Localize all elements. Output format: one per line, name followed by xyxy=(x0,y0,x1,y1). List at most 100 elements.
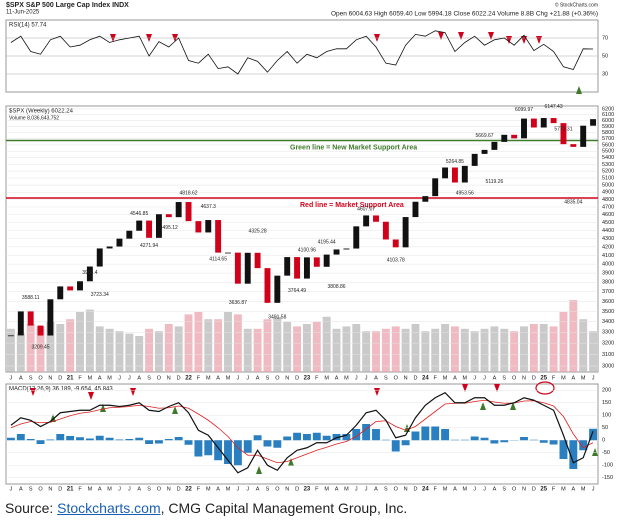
histogram-bar xyxy=(194,440,203,457)
candle xyxy=(215,220,222,253)
red-arrow xyxy=(438,32,444,40)
x-tick-label: O xyxy=(38,375,43,381)
x-tick-label: M xyxy=(324,375,329,381)
volume-bar xyxy=(520,326,528,372)
candle xyxy=(57,286,64,300)
histogram-bar xyxy=(421,426,430,441)
y-tick-label: 5400 xyxy=(602,155,614,161)
x-tick-label: N xyxy=(404,375,408,381)
volume-bar xyxy=(243,328,252,372)
x-tick-label: A xyxy=(335,375,339,381)
histogram-bar xyxy=(214,440,223,461)
source-link[interactable]: Stockcharts.com xyxy=(57,500,161,516)
x-tick-label: 22 xyxy=(185,487,192,493)
candle xyxy=(274,275,281,303)
price-label: 4546.85 xyxy=(130,211,148,217)
volume-bar xyxy=(105,328,114,372)
x-tick-label: A xyxy=(98,375,102,381)
y-tick-label: 70 xyxy=(602,35,608,41)
candle xyxy=(264,268,271,303)
x-tick-label: A xyxy=(493,375,497,381)
candle xyxy=(47,299,54,336)
y-tick-label: 5500 xyxy=(602,149,614,155)
volume-bar xyxy=(421,331,430,372)
volume-bar xyxy=(135,336,144,372)
x-tick-label: J xyxy=(592,375,595,381)
x-tick-label: F xyxy=(78,486,82,492)
x-tick-label: F xyxy=(315,486,319,492)
histogram-bar xyxy=(26,439,35,441)
red-arrow xyxy=(88,392,94,400)
histogram-bar xyxy=(381,439,390,441)
candle xyxy=(136,220,143,231)
volume-bar xyxy=(56,324,65,372)
x-tick-label: J xyxy=(10,375,13,381)
green-arrow xyxy=(592,448,598,456)
x-tick-label: J xyxy=(118,486,121,492)
histogram-bar xyxy=(450,439,459,441)
green-arrow xyxy=(576,86,582,94)
candle xyxy=(432,178,439,197)
volume-bar xyxy=(263,319,272,372)
x-tick-label: S xyxy=(384,486,388,492)
y-tick-label: 5300 xyxy=(602,162,614,168)
x-tick-label: M xyxy=(443,375,448,381)
histogram-bar xyxy=(352,429,361,441)
price-label: 3723.34 xyxy=(91,292,109,298)
volume-bar xyxy=(569,300,578,372)
histogram-bar xyxy=(135,437,144,441)
histogram-bar xyxy=(470,436,479,441)
x-tick-label: S xyxy=(29,375,33,381)
volume-bar xyxy=(589,331,598,372)
volume-bar xyxy=(490,326,499,372)
macd-panel xyxy=(5,383,599,485)
candle xyxy=(491,141,498,150)
histogram-bar xyxy=(589,428,598,441)
x-tick-label: A xyxy=(256,375,260,381)
y-tick-label: 50 xyxy=(602,425,608,431)
candle xyxy=(442,167,449,179)
volume-bar xyxy=(401,328,410,372)
y-tick-label: 5700 xyxy=(602,136,614,142)
volume-bar xyxy=(76,312,84,372)
volume-bar xyxy=(579,319,588,372)
x-tick-label: D xyxy=(532,486,536,492)
x-tick-label: J xyxy=(10,486,13,492)
x-tick-label: A xyxy=(19,375,23,381)
price-label: 5773.31 xyxy=(554,126,572,132)
candle xyxy=(165,214,172,218)
volume-bar xyxy=(460,328,469,372)
volume-bar xyxy=(441,324,450,372)
x-tick-label: M xyxy=(88,486,93,492)
x-tick-label: D xyxy=(58,375,62,381)
candle xyxy=(27,311,34,326)
y-tick-label: 4100 xyxy=(602,253,614,259)
x-tick-label: N xyxy=(48,486,52,492)
x-tick-label: A xyxy=(98,486,102,492)
x-tick-label: N xyxy=(48,375,52,381)
price-label: 4195.44 xyxy=(318,240,336,246)
histogram-bar xyxy=(263,440,272,447)
x-tick-label: O xyxy=(394,375,399,381)
x-tick-label: A xyxy=(374,486,378,492)
volume-bar xyxy=(559,312,568,372)
volume-bar xyxy=(26,324,35,372)
candle xyxy=(37,325,44,336)
volume-bar xyxy=(253,328,262,372)
histogram-bar xyxy=(253,435,262,441)
x-tick-label: N xyxy=(285,375,289,381)
x-tick-label: A xyxy=(453,486,457,492)
volume-bar xyxy=(115,331,124,372)
histogram-bar xyxy=(302,434,311,441)
candle xyxy=(323,254,330,267)
candle xyxy=(570,144,577,147)
x-tick-label: F xyxy=(434,486,438,492)
y-tick-label: 5200 xyxy=(602,169,614,175)
x-tick-label: J xyxy=(355,486,358,492)
histogram-bar xyxy=(243,440,252,453)
candle xyxy=(550,118,557,124)
candle xyxy=(471,153,478,166)
date: 11-Jun-2025 xyxy=(6,10,40,16)
x-tick-label: J xyxy=(236,375,239,381)
